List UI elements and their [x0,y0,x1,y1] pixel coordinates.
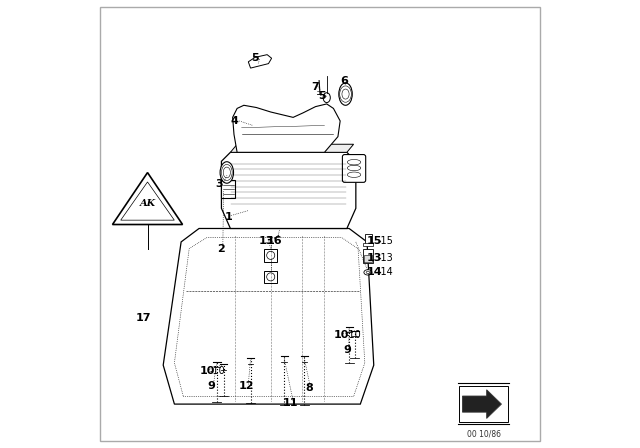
Bar [363,243,373,246]
Text: 8: 8 [305,383,313,392]
Polygon shape [230,144,353,152]
Text: -13: -13 [377,253,393,263]
Text: 00 10/86: 00 10/86 [467,429,500,438]
Text: 7: 7 [312,82,319,92]
Text: 13: 13 [259,236,274,246]
Text: -10: -10 [346,330,362,340]
Text: 6: 6 [340,76,349,86]
Text: -15: -15 [377,236,393,246]
Text: 17: 17 [135,313,151,323]
Text: 15: 15 [367,236,382,246]
Text: -14: -14 [377,267,393,277]
Bar [264,271,277,283]
Text: 4: 4 [231,116,239,126]
Text: 13: 13 [367,253,382,263]
Text: 5: 5 [252,53,259,63]
FancyBboxPatch shape [342,155,365,182]
Bar [365,234,372,244]
Ellipse shape [220,162,234,183]
Text: 11: 11 [283,398,299,408]
Text: 1: 1 [224,212,232,222]
Bar [459,386,508,422]
Bar [364,255,372,262]
Text: 9: 9 [343,345,351,355]
Text: 16: 16 [266,236,282,246]
Text: 5: 5 [319,91,326,101]
Ellipse shape [364,270,372,275]
Text: 9: 9 [207,381,216,391]
Polygon shape [248,55,271,68]
Polygon shape [113,172,182,224]
Ellipse shape [323,93,330,103]
FancyBboxPatch shape [363,249,373,263]
Text: 14: 14 [367,267,383,277]
Text: 10: 10 [200,366,215,376]
Polygon shape [233,104,340,152]
Text: 2: 2 [218,244,225,254]
Text: -10: -10 [210,366,226,376]
Text: 10: 10 [334,330,349,340]
Polygon shape [463,390,502,418]
Text: AK: AK [140,199,156,208]
Ellipse shape [339,83,352,105]
Polygon shape [221,152,356,228]
Bar [221,180,235,198]
Bar [264,249,277,262]
Polygon shape [163,228,374,404]
Text: 3: 3 [216,179,223,189]
Text: 12: 12 [238,381,254,391]
